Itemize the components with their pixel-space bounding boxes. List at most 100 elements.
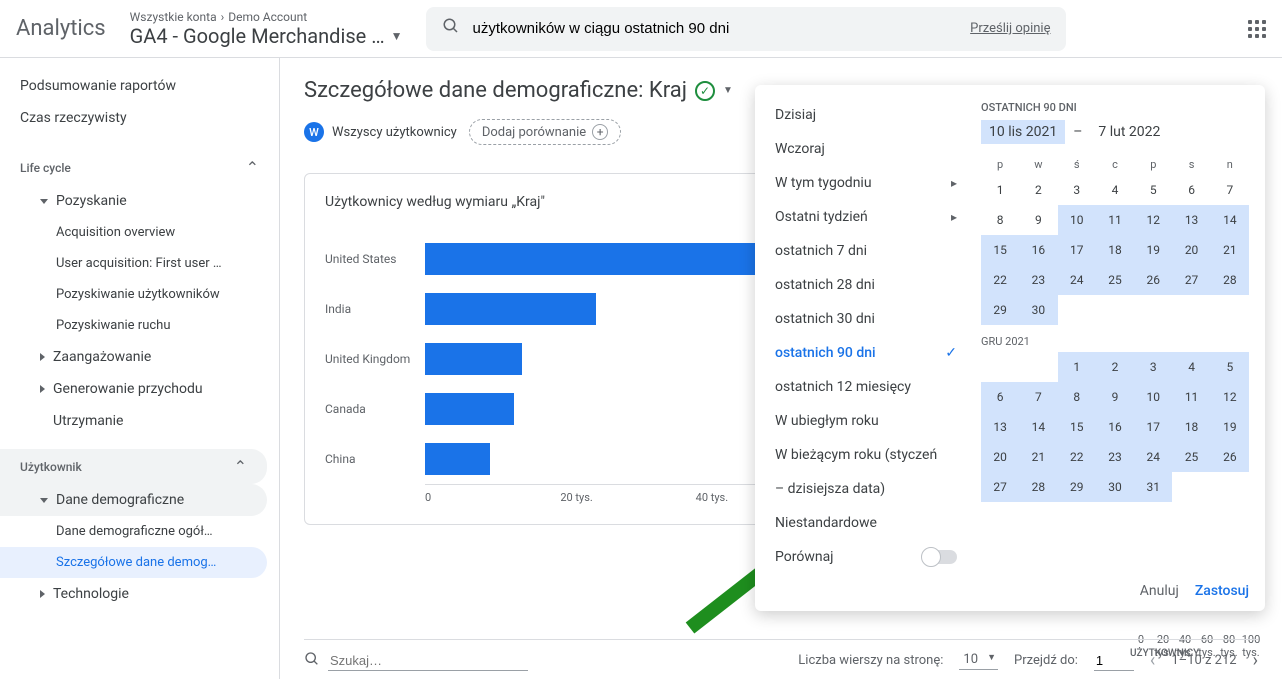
calendar-day[interactable]: 17 <box>1058 235 1096 265</box>
calendar-day[interactable]: 25 <box>1172 442 1210 472</box>
calendar-day[interactable]: 5 <box>1134 175 1172 205</box>
calendar-day[interactable]: 12 <box>1211 382 1249 412</box>
calendar-day[interactable]: 15 <box>981 235 1019 265</box>
date-preset[interactable]: W ubiegłym roku <box>771 407 961 435</box>
calendar-day[interactable]: 28 <box>1019 472 1057 502</box>
date-preset[interactable]: Niestandardowe <box>771 509 961 537</box>
date-preset[interactable]: ostatnich 30 dni <box>771 305 961 333</box>
calendar-day[interactable]: 27 <box>1172 265 1210 295</box>
calendar-day[interactable]: 3 <box>1134 352 1172 382</box>
calendar-day[interactable]: 15 <box>1058 412 1096 442</box>
calendar-day[interactable]: 4 <box>1172 352 1210 382</box>
date-preset[interactable]: W tym tygodniu▸ <box>771 169 961 197</box>
prev-page-button[interactable]: ‹ <box>1150 650 1155 671</box>
date-preset[interactable]: ostatnich 90 dni✓ <box>771 339 961 367</box>
start-date[interactable]: 10 lis 2021 <box>981 120 1065 144</box>
sidebar-item-acquisition[interactable]: Pozyskanie <box>0 185 279 217</box>
calendar-day[interactable]: 2 <box>1019 175 1057 205</box>
calendar-day[interactable]: 2 <box>1096 352 1134 382</box>
compare-toggle[interactable] <box>923 550 957 564</box>
calendar-day[interactable]: 8 <box>981 205 1019 235</box>
calendar-day[interactable]: 8 <box>1058 382 1096 412</box>
calendar-day[interactable]: 26 <box>1211 442 1249 472</box>
date-preset[interactable]: ostatnich 28 dni <box>771 271 961 299</box>
calendar-day[interactable]: 9 <box>1019 205 1057 235</box>
calendar-day[interactable]: 20 <box>981 442 1019 472</box>
calendar-day[interactable]: 6 <box>1172 175 1210 205</box>
calendar-day[interactable]: 6 <box>981 382 1019 412</box>
calendar-day[interactable]: 17 <box>1134 412 1172 442</box>
calendar-day[interactable]: 23 <box>1096 442 1134 472</box>
calendar-day[interactable]: 11 <box>1096 205 1134 235</box>
date-preset[interactable]: Ostatni tydzień▸ <box>771 203 961 231</box>
calendar-day[interactable]: 7 <box>1211 175 1249 205</box>
calendar-day[interactable]: 18 <box>1172 412 1210 442</box>
sidebar-item-monetization[interactable]: Generowanie przychodu <box>0 373 279 405</box>
status-check-icon[interactable]: ✓ <box>695 81 715 101</box>
calendar-day[interactable]: 12 <box>1134 205 1172 235</box>
calendar-day[interactable]: 14 <box>1019 412 1057 442</box>
calendar-day[interactable]: 22 <box>1058 442 1096 472</box>
segment-chip[interactable]: W Wszyscy użytkownicy <box>304 122 457 142</box>
sidebar-item-retention[interactable]: Utrzymanie <box>0 405 279 437</box>
sidebar-item-traffic-acq[interactable]: Pozyskiwanie ruchu <box>0 310 279 341</box>
calendar-day[interactable]: 30 <box>1019 295 1057 325</box>
sidebar-item-demo-details[interactable]: Szczegółowe dane demog… <box>0 547 267 578</box>
calendar-day[interactable]: 29 <box>981 295 1019 325</box>
sidebar-item-demographics[interactable]: Dane demograficzne <box>0 484 267 516</box>
calendar-day[interactable]: 23 <box>1019 265 1057 295</box>
calendar-day[interactable]: 3 <box>1058 175 1096 205</box>
calendar-day[interactable]: 14 <box>1211 205 1249 235</box>
calendar-day[interactable]: 19 <box>1134 235 1172 265</box>
feedback-link[interactable]: Prześlij opinię <box>970 21 1050 36</box>
calendar-day[interactable]: 28 <box>1211 265 1249 295</box>
date-preset[interactable]: ostatnich 7 dni <box>771 237 961 265</box>
calendar-day[interactable]: 29 <box>1058 472 1096 502</box>
calendar-day[interactable]: 4 <box>1096 175 1134 205</box>
apps-icon[interactable] <box>1248 20 1266 38</box>
sidebar-item-user-acq-pl[interactable]: Pozyskiwanie użytkowników <box>0 279 279 310</box>
calendar-day[interactable]: 24 <box>1058 265 1096 295</box>
calendar-day[interactable]: 7 <box>1019 382 1057 412</box>
sidebar-item-tech[interactable]: Technologie <box>0 578 279 610</box>
next-page-button[interactable]: › <box>1253 650 1258 671</box>
calendar-day[interactable]: 24 <box>1134 442 1172 472</box>
goto-input[interactable] <box>1094 651 1134 671</box>
date-preset[interactable]: Dzisiaj <box>771 101 961 129</box>
account-selector[interactable]: Wszystkie konta › Demo Account GA4 - Goo… <box>130 10 403 48</box>
cancel-button[interactable]: Anuluj <box>1140 583 1179 599</box>
search-input[interactable] <box>472 20 958 37</box>
sidebar-section-user[interactable]: Użytkownik ⌃ <box>0 449 267 484</box>
date-preset[interactable]: W bieżącym roku (styczeń <box>771 441 961 469</box>
calendar-day[interactable]: 25 <box>1096 265 1134 295</box>
calendar-day[interactable]: 22 <box>981 265 1019 295</box>
sidebar-item-demo-overview[interactable]: Dane demograficzne ogół… <box>0 516 279 547</box>
end-date[interactable]: 7 lut 2022 <box>1090 120 1168 144</box>
apply-button[interactable]: Zastosuj <box>1195 583 1249 599</box>
chevron-down-icon[interactable]: ▼ <box>391 29 403 43</box>
calendar-day[interactable]: 10 <box>1058 205 1096 235</box>
search-bar[interactable]: Prześlij opinię <box>426 7 1066 51</box>
calendar-day[interactable]: 1 <box>1058 352 1096 382</box>
calendar-day[interactable]: 27 <box>981 472 1019 502</box>
calendar-day[interactable]: 13 <box>1172 205 1210 235</box>
add-comparison-button[interactable]: Dodaj porównanie + <box>469 119 621 145</box>
calendar-day[interactable]: 21 <box>1211 235 1249 265</box>
rows-per-page-select[interactable]: 10 ▼ <box>959 652 998 670</box>
calendar-day[interactable]: 18 <box>1096 235 1134 265</box>
sidebar-item-reports-summary[interactable]: Podsumowanie raportów <box>0 70 279 102</box>
sidebar-item-acq-overview[interactable]: Acquisition overview <box>0 217 279 248</box>
sidebar-item-user-acq[interactable]: User acquisition: First user … <box>0 248 279 279</box>
date-preset[interactable]: – dzisiejsza data) <box>771 475 961 503</box>
date-preset[interactable]: Wczoraj <box>771 135 961 163</box>
calendar-day[interactable]: 9 <box>1096 382 1134 412</box>
calendar-day[interactable]: 16 <box>1096 412 1134 442</box>
calendar-day[interactable]: 31 <box>1134 472 1172 502</box>
sidebar-item-engagement[interactable]: Zaangażowanie <box>0 341 279 373</box>
chevron-down-icon[interactable]: ▼ <box>723 85 733 96</box>
calendar-day[interactable]: 26 <box>1134 265 1172 295</box>
calendar-day[interactable]: 30 <box>1096 472 1134 502</box>
calendar-day[interactable]: 10 <box>1134 382 1172 412</box>
calendar-day[interactable]: 13 <box>981 412 1019 442</box>
calendar-day[interactable]: 5 <box>1211 352 1249 382</box>
